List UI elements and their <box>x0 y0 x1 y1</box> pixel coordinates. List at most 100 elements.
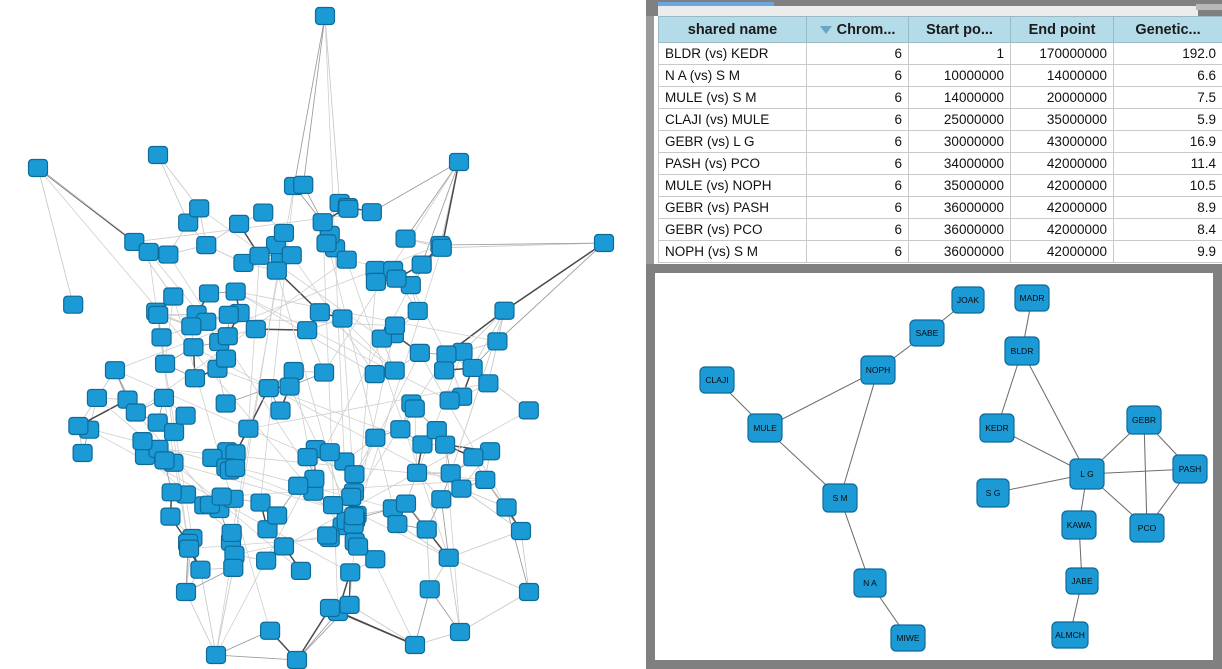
network-node-shape[interactable] <box>1004 336 1040 366</box>
network-node-shape[interactable] <box>344 506 365 526</box>
network-node-shape[interactable] <box>462 358 483 378</box>
network-node-shape[interactable] <box>178 539 200 558</box>
network-edge[interactable] <box>504 242 605 312</box>
network-node-shape[interactable] <box>196 236 217 255</box>
network-node-shape[interactable] <box>404 399 425 418</box>
network-node[interactable]: PASH <box>1172 454 1208 484</box>
network-node-shape[interactable] <box>147 413 168 432</box>
network-node-shape[interactable] <box>1051 621 1089 649</box>
network-node-shape[interactable] <box>494 301 515 320</box>
network-node-shape[interactable] <box>158 245 179 264</box>
network-node-shape[interactable] <box>1129 513 1165 543</box>
network-node-shape[interactable] <box>365 550 386 569</box>
network-node-shape[interactable] <box>316 234 337 253</box>
network-node-shape[interactable] <box>449 622 471 642</box>
network-node-shape[interactable] <box>384 361 405 380</box>
network-node-shape[interactable] <box>273 223 295 243</box>
network-node-shape[interactable] <box>364 365 385 384</box>
network-node[interactable]: PCO <box>1129 513 1165 543</box>
network-node-shape[interactable] <box>259 621 281 640</box>
network-edge[interactable] <box>1021 350 1088 475</box>
network-node-shape[interactable] <box>1014 284 1050 312</box>
network-node[interactable]: GEBR <box>1126 405 1162 435</box>
network-node-shape[interactable] <box>496 498 517 517</box>
network-node-shape[interactable] <box>976 478 1010 508</box>
network-edge[interactable] <box>506 507 530 593</box>
network-node-shape[interactable] <box>283 361 304 381</box>
network-edge[interactable] <box>440 499 450 558</box>
network-node-shape[interactable] <box>518 582 540 602</box>
table-row[interactable]: PASH (vs) PCO 6 34000000 42000000 11.4 <box>658 152 1222 175</box>
detail-network-svg[interactable]: CLAJI MULE NOPH SABE JOAK S M N A MIWE MADR BLDR K… <box>655 273 1213 660</box>
network-edge[interactable] <box>167 254 315 480</box>
network-node-shape[interactable] <box>228 214 250 233</box>
network-node-shape[interactable] <box>132 432 153 451</box>
network-node-shape[interactable] <box>404 635 426 655</box>
network-edge[interactable] <box>421 161 460 265</box>
network-node-shape[interactable] <box>312 213 333 232</box>
network-node-shape[interactable] <box>218 305 239 324</box>
network-node-shape[interactable] <box>347 537 369 556</box>
network-edge[interactable] <box>448 557 461 633</box>
network-node-shape[interactable] <box>279 377 300 396</box>
network-node-shape[interactable] <box>1061 510 1097 540</box>
network-node[interactable]: MIWE <box>890 624 926 652</box>
table-row[interactable]: GEBR (vs) PCO 6 36000000 42000000 8.4 <box>658 218 1222 241</box>
network-node-shape[interactable] <box>487 332 508 351</box>
overview-nodes[interactable] <box>27 6 615 669</box>
network-edge[interactable] <box>302 15 326 185</box>
network-node-shape[interactable] <box>412 435 433 454</box>
network-node-shape[interactable] <box>451 479 472 498</box>
network-node-shape[interactable] <box>699 366 735 394</box>
table-row[interactable]: MULE (vs) S M 6 14000000 20000000 7.5 <box>658 86 1222 109</box>
network-edge[interactable] <box>157 154 189 223</box>
network-node[interactable]: S G <box>976 478 1010 508</box>
network-node-shape[interactable] <box>909 319 945 347</box>
network-node-shape[interactable] <box>431 238 452 257</box>
network-node-shape[interactable] <box>890 624 926 652</box>
network-node-shape[interactable] <box>406 463 428 482</box>
network-edge[interactable] <box>215 654 298 661</box>
network-node-shape[interactable] <box>593 233 615 253</box>
network-node-shape[interactable] <box>270 401 291 420</box>
network-node[interactable]: BLDR <box>1004 336 1040 366</box>
network-edge[interactable] <box>322 222 398 525</box>
network-edge[interactable] <box>356 247 443 516</box>
network-node-shape[interactable] <box>253 203 274 222</box>
network-node-shape[interactable] <box>27 158 49 178</box>
network-edge[interactable] <box>410 284 447 355</box>
network-node-shape[interactable] <box>221 523 242 543</box>
network-node-shape[interactable] <box>215 394 236 413</box>
network-node-shape[interactable] <box>238 419 259 438</box>
network-node-shape[interactable] <box>439 391 460 410</box>
network-node-shape[interactable] <box>178 213 199 232</box>
network-node-shape[interactable] <box>309 303 330 322</box>
network-edge[interactable] <box>448 530 522 559</box>
network-node-shape[interactable] <box>431 490 452 509</box>
network-node-shape[interactable] <box>407 301 428 321</box>
network-edge[interactable] <box>199 569 217 656</box>
network-node[interactable]: MULE <box>747 413 783 443</box>
network-node-shape[interactable] <box>225 282 246 301</box>
network-node-shape[interactable] <box>224 458 246 478</box>
network-edge[interactable] <box>414 589 431 646</box>
network-edge[interactable] <box>185 591 217 656</box>
network-node-shape[interactable] <box>163 422 185 442</box>
overview-network-svg[interactable] <box>0 0 646 669</box>
network-node-shape[interactable] <box>163 287 184 306</box>
network-node[interactable]: NOPH <box>860 355 896 385</box>
network-node-shape[interactable] <box>198 284 220 303</box>
network-edge[interactable] <box>215 232 285 656</box>
overview-network-canvas[interactable] <box>0 0 646 669</box>
network-edge[interactable] <box>349 604 416 646</box>
network-node-shape[interactable] <box>153 388 175 407</box>
network-edge[interactable] <box>520 530 530 593</box>
network-node-shape[interactable] <box>160 507 181 526</box>
network-node-shape[interactable] <box>434 361 455 380</box>
network-node-shape[interactable] <box>419 580 440 599</box>
edge-attribute-table[interactable]: shared name Chrom... Start po... End poi… <box>658 16 1222 263</box>
network-node-shape[interactable] <box>314 6 336 26</box>
network-node-shape[interactable] <box>390 420 411 439</box>
active-tab-indicator[interactable] <box>658 2 774 6</box>
network-node-shape[interactable] <box>361 203 382 222</box>
